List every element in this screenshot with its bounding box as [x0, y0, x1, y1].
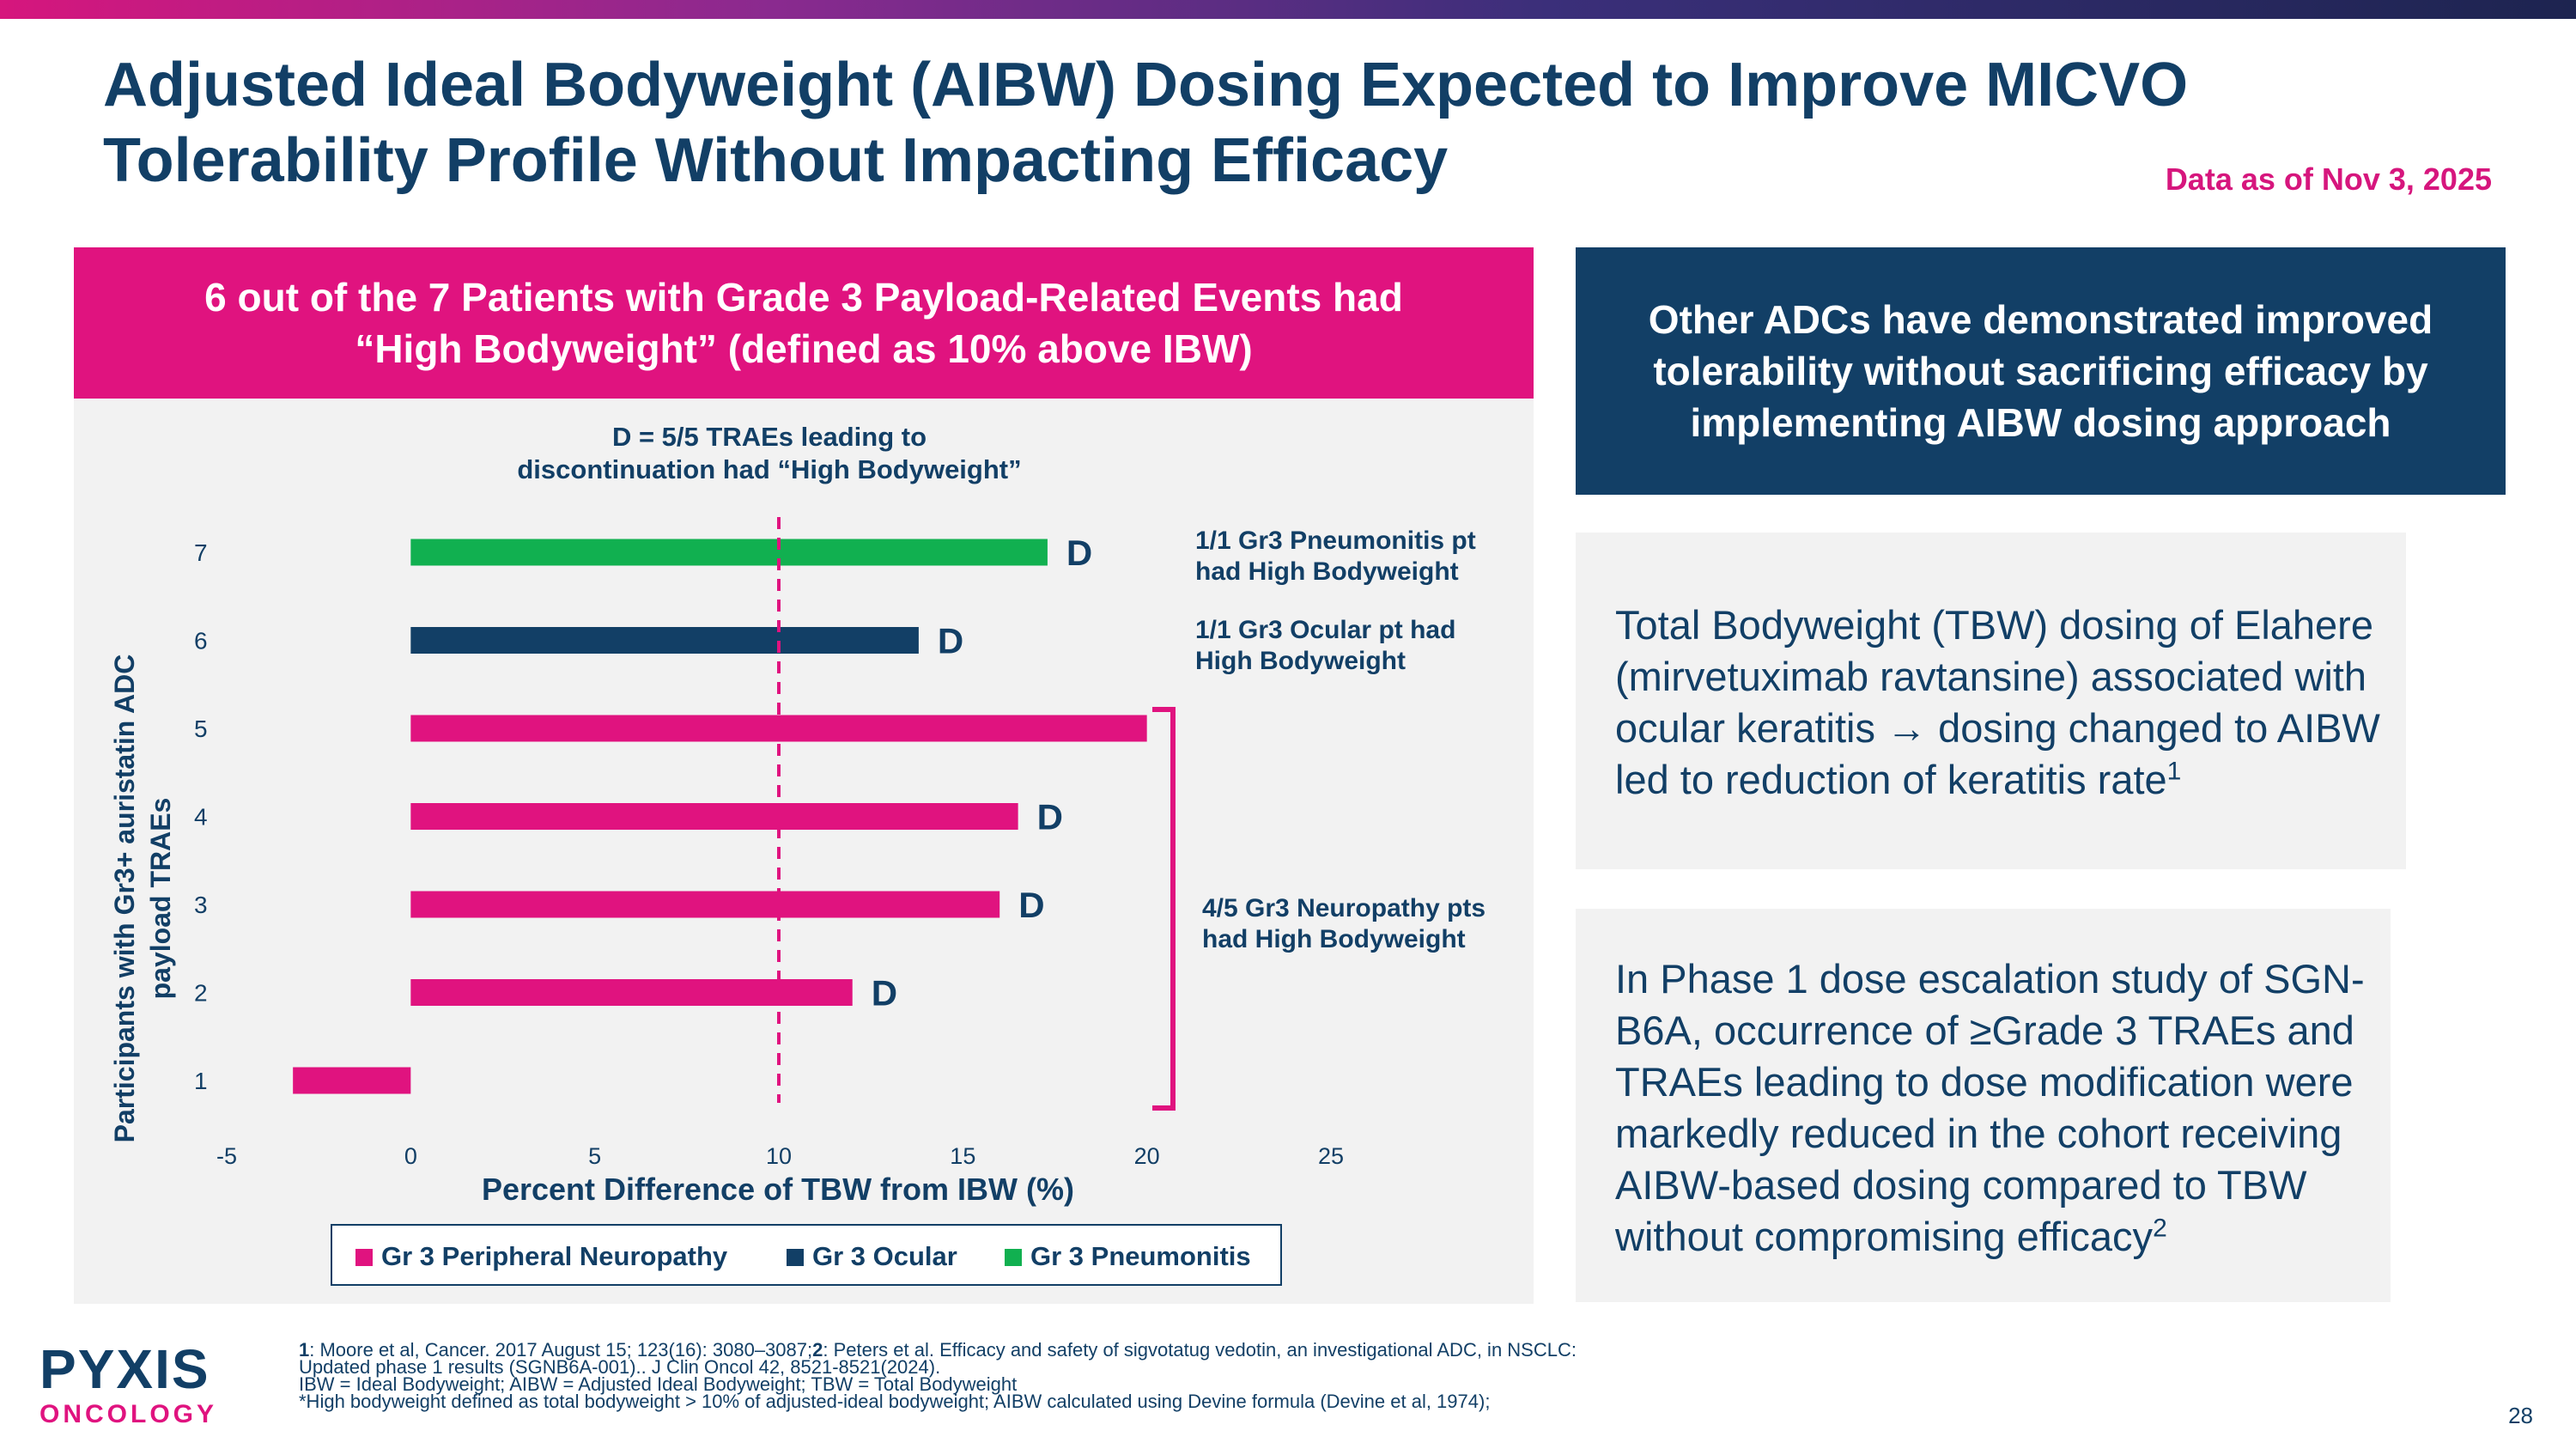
- elahere-line-2: (mirvetuximab ravtansine) associated wit…: [1615, 654, 2367, 699]
- annotation-discontinuation-line1: D = 5/5 TRAEs leading to: [612, 422, 927, 452]
- bar-participant-4: [410, 803, 1018, 830]
- title-line-1: Adjusted Ideal Bodyweight (AIBW) Dosing …: [103, 51, 2189, 119]
- footnote-line-2: Updated phase 1 results (SGNB6A-001).. J…: [299, 1356, 941, 1378]
- y-tick-5: 5: [194, 715, 208, 742]
- chart-panel-header: 6 out of the 7 Patients with Grade 3 Pay…: [74, 247, 1534, 399]
- footnote-ref1-num: 1: [299, 1339, 310, 1361]
- y-tick-4: 4: [194, 804, 208, 831]
- x-tick-10: 10: [766, 1143, 792, 1169]
- y-tick-7: 7: [194, 539, 208, 566]
- footnote-ref2-text: : Peters et al. Efficacy and safety of s…: [823, 1339, 1577, 1361]
- logo-subtitle: ONCOLOGY: [39, 1400, 218, 1428]
- sgn-line-3: TRAEs leading to dose modification were: [1615, 1059, 2354, 1105]
- y-tick-labels: 1 2 3 4 5 6 7: [194, 539, 208, 1094]
- legend-label-pneumonitis: Gr 3 Pneumonitis: [1030, 1241, 1251, 1271]
- elahere-line-4-text: led to reduction of keratitis rate: [1615, 757, 2167, 802]
- x-tick-20: 20: [1134, 1143, 1160, 1169]
- elahere-footnote-ref: 1: [2166, 757, 2182, 786]
- chart-legend: Gr 3 Peripheral Neuropathy Gr 3 Ocular G…: [331, 1224, 1282, 1286]
- chart-panel: [74, 247, 1534, 1304]
- sgn-line-2: B6A, occurrence of ≥Grade 3 TRAEs and: [1615, 1008, 2354, 1053]
- elahere-evidence-box: Total Bodyweight (TBW) dosing of Elahere…: [1576, 533, 2406, 869]
- elahere-line-4: led to reduction of keratitis rate1: [1615, 754, 2380, 806]
- footnotes: 1: Moore et al, Cancer. 2017 August 15; …: [299, 1339, 2274, 1412]
- annotation-neuropathy-line1: 4/5 Gr3 Neuropathy pts: [1202, 894, 1485, 922]
- bar-participant-6: [410, 627, 919, 654]
- pyxis-oncology-logo: PYXIS ONCOLOGY: [39, 1342, 224, 1429]
- other-adcs-callout: Other ADCs have demonstrated improved to…: [1576, 247, 2506, 495]
- top-gradient-bar: [0, 0, 2576, 19]
- sgn-line-4: markedly reduced in the cohort receiving: [1615, 1111, 2342, 1156]
- page-number: 28: [2508, 1403, 2533, 1428]
- legend-swatch-ocular: [787, 1249, 804, 1266]
- annotation-discontinuation-line2: discontinuation had “High Bodyweight”: [517, 454, 1021, 484]
- neuropathy-bracket: [1152, 707, 1176, 1111]
- title-line-2: Tolerability Profile Without Impacting E…: [103, 126, 1449, 195]
- callout-line-3: implementing AIBW dosing approach: [1690, 400, 2391, 445]
- discontinuation-marker-2: D: [872, 973, 897, 1014]
- discontinuation-marker-3: D: [1018, 885, 1044, 925]
- y-tick-6: 6: [194, 628, 208, 654]
- sgn-line-6: without compromising efficacy2: [1615, 1211, 2365, 1263]
- x-axis-label: Percent Difference of TBW from IBW (%): [482, 1172, 1074, 1207]
- annotation-ocular-line2: High Bodyweight: [1195, 647, 1406, 675]
- y-tick-2: 2: [194, 980, 208, 1007]
- legend-label-neuropathy: Gr 3 Peripheral Neuropathy: [381, 1241, 728, 1271]
- callout-line-1: Other ADCs have demonstrated improved: [1648, 297, 2433, 342]
- annotation-pneumonitis-line1: 1/1 Gr3 Pneumonitis pt: [1195, 527, 1476, 555]
- sgn-b6a-evidence-box: In Phase 1 dose escalation study of SGN-…: [1576, 909, 2391, 1302]
- x-tick-labels: -5 0 5 10 15 20 25: [216, 1143, 1344, 1169]
- legend-swatch-pneumonitis: [1005, 1249, 1022, 1266]
- x-tick-5: 5: [588, 1143, 601, 1169]
- y-axis-label-line2: payload TRAEs: [145, 798, 176, 1000]
- sgn-footnote-ref: 2: [2153, 1214, 2167, 1243]
- legend-box: [331, 1224, 1282, 1286]
- annotation-pneumonitis-line2: had High Bodyweight: [1195, 557, 1459, 586]
- y-axis-label-line1: Participants with Gr3+ auristatin ADC: [109, 654, 140, 1143]
- elahere-line-3: ocular keratitis → dosing changed to AIB…: [1615, 705, 2380, 751]
- x-tick-25: 25: [1318, 1143, 1344, 1169]
- x-tick-0: 0: [404, 1143, 417, 1169]
- x-tick--5: -5: [216, 1143, 237, 1169]
- bar-participant-1: [293, 1067, 411, 1094]
- y-tick-1: 1: [194, 1068, 208, 1094]
- sgn-line-5: AIBW-based dosing compared to TBW: [1615, 1162, 2307, 1208]
- slide-title: Adjusted Ideal Bodyweight (AIBW) Dosing …: [103, 47, 2293, 198]
- sgn-line-1: In Phase 1 dose escalation study of SGN-: [1615, 956, 2365, 1002]
- bodyweight-bar-chart: D D D D D D = 5/5 TRAEs leading to discontin…: [109, 422, 1485, 1286]
- sgn-line-6-text: without compromising efficacy: [1615, 1214, 2154, 1259]
- discontinuation-marker-6: D: [938, 621, 963, 661]
- chart-header-line-1: 6 out of the 7 Patients with Grade 3 Pay…: [204, 275, 1403, 320]
- annotation-neuropathy-line2: had High Bodyweight: [1202, 925, 1466, 953]
- footnote-references: 1: Moore et al, Cancer. 2017 August 15; …: [299, 1339, 2274, 1361]
- bars-layer: D D D D D: [293, 533, 1147, 1094]
- legend-swatch-neuropathy: [355, 1249, 373, 1266]
- footnote-ref1-text: : Moore et al, Cancer. 2017 August 15; 1…: [309, 1339, 813, 1361]
- callout-line-2: tolerability without sacrificing efficac…: [1653, 349, 2428, 393]
- discontinuation-marker-7: D: [1066, 533, 1092, 573]
- bar-participant-2: [410, 979, 853, 1006]
- bar-participant-7: [410, 539, 1048, 566]
- bar-participant-3: [410, 891, 1000, 918]
- y-tick-3: 3: [194, 892, 208, 918]
- x-tick-15: 15: [950, 1143, 975, 1169]
- data-as-of-label: Data as of Nov 3, 2025: [2165, 161, 2492, 197]
- annotation-ocular-line1: 1/1 Gr3 Ocular pt had: [1195, 616, 1455, 644]
- elahere-line-1: Total Bodyweight (TBW) dosing of Elahere: [1615, 602, 2373, 648]
- discontinuation-marker-4: D: [1037, 797, 1063, 837]
- legend-label-ocular: Gr 3 Ocular: [812, 1241, 957, 1271]
- footnote-line-3: IBW = Ideal Bodyweight; AIBW = Adjusted …: [299, 1373, 1018, 1395]
- footnote-ref2-num: 2: [812, 1339, 823, 1361]
- logo-wordmark: PYXIS: [39, 1338, 210, 1400]
- footnote-line-4: *High bodyweight defined as total bodywe…: [299, 1391, 1491, 1412]
- chart-header-line-2: “High Bodyweight” (defined as 10% above …: [355, 326, 1253, 371]
